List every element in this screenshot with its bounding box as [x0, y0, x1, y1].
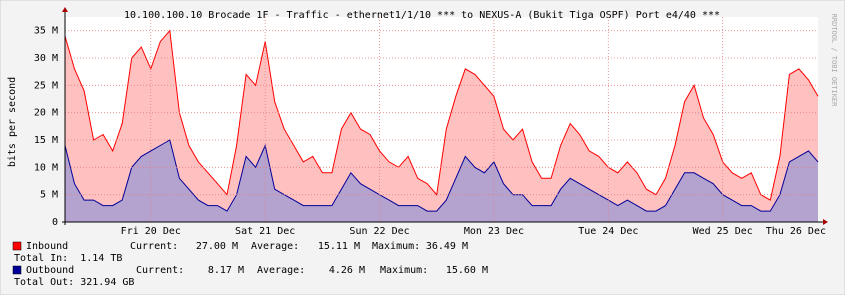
x-tick-label: Wed 25 Dec	[693, 226, 753, 237]
legend-stat: Average:	[251, 241, 299, 252]
x-tick-label: Sat 21 Dec	[235, 226, 295, 237]
legend-stat: 15.60 M	[446, 265, 488, 276]
legend-swatch	[12, 265, 22, 275]
y-tick-label: 30 M	[34, 53, 58, 64]
legend-total: Total Out: 321.94 GB	[14, 277, 134, 288]
legend-swatch	[12, 241, 22, 251]
y-tick-label: 10 M	[34, 162, 58, 173]
y-tick-label: 5 M	[40, 190, 58, 201]
x-tick-label: Thu 26 Dec	[766, 226, 826, 237]
y-tick-label: 20 M	[34, 108, 58, 119]
series-line	[64, 29, 819, 201]
legend-label: Outbound	[26, 265, 74, 276]
x-tick-label: Mon 23 Dec	[464, 226, 524, 237]
legend-stat: Maximum:	[380, 265, 428, 276]
chart-title: 10.100.100.10 Brocade 1F - Traffic - eth…	[124, 10, 720, 21]
legend-stat: 8.17 M	[208, 265, 244, 276]
legend-stat: Current:	[130, 241, 178, 252]
legend-total: Total In: 1.14 TB	[14, 253, 122, 264]
y-tick-label: 25 M	[34, 80, 58, 91]
legend-stat: 4.26 M	[329, 265, 365, 276]
x-tick-label: Sun 22 Dec	[349, 226, 409, 237]
legend-stat: 27.00 M	[196, 241, 238, 252]
legend-stat: 36.49 M	[426, 241, 468, 252]
y-tick-label: 0	[52, 217, 58, 228]
side-text: RRDTOOL / TOBI OETIKER	[830, 14, 838, 108]
y-tick-label: 15 M	[34, 135, 58, 146]
axis-arrow	[62, 7, 68, 12]
x-tick-label: Tue 24 Dec	[578, 226, 638, 237]
legend-stat: Average:	[257, 265, 305, 276]
legend-stat: 15.11 M	[318, 241, 360, 252]
legend-stat: Maximum:	[372, 241, 420, 252]
x-tick-label: Fri 20 Dec	[121, 226, 181, 237]
y-tick-label: 35 M	[34, 26, 58, 37]
legend-stat: Current:	[136, 265, 184, 276]
axis-arrow	[823, 219, 828, 225]
legend-label: Inbound	[26, 241, 68, 252]
series-line	[64, 139, 819, 212]
y-axis-label: bits per second	[7, 77, 18, 167]
